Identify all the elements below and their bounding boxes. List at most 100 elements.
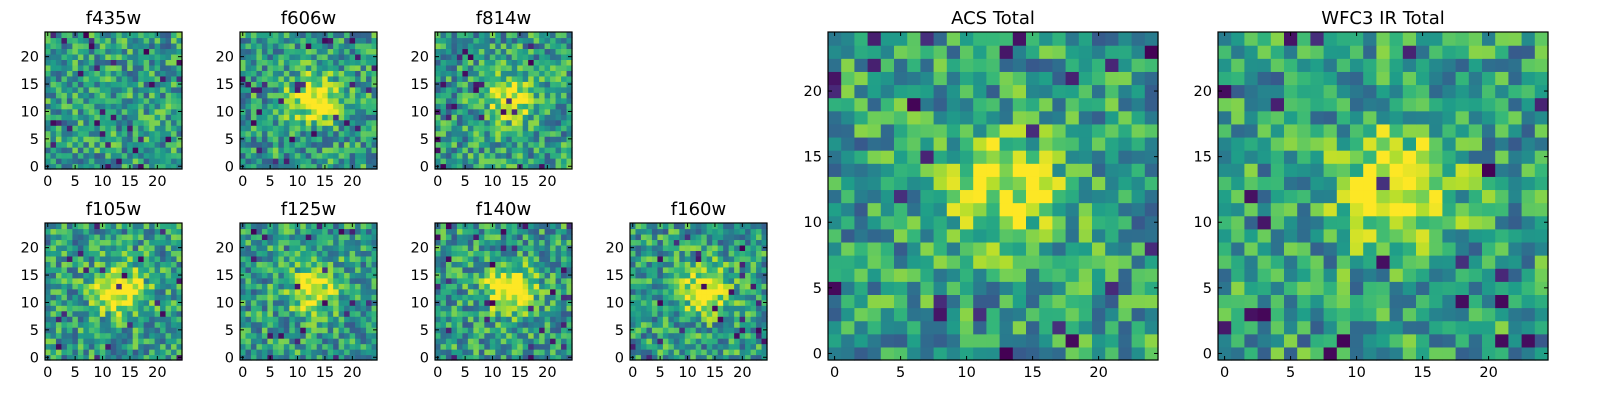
heatmap-cell — [561, 310, 568, 317]
heatmap-cell — [1052, 176, 1067, 191]
heatmap-cell — [489, 255, 496, 262]
x-tick-label: 5 — [656, 365, 665, 381]
heatmap-cell — [907, 241, 921, 256]
heatmap-cell — [165, 141, 172, 148]
heatmap-cell — [467, 310, 474, 317]
heatmap-cell — [267, 321, 274, 328]
heatmap-cell — [561, 163, 568, 170]
heatmap-cell — [311, 272, 318, 279]
heatmap-cell — [999, 294, 1014, 309]
heatmap-cell — [478, 250, 485, 257]
heatmap-cell — [45, 152, 52, 159]
heatmap-cell — [250, 305, 258, 312]
heatmap-cell — [66, 64, 73, 71]
y-tick-label: 10 — [21, 104, 39, 120]
heatmap-cell — [165, 239, 172, 246]
heatmap-cell — [907, 215, 921, 230]
heatmap-cell — [261, 321, 268, 328]
heatmap-cell — [999, 228, 1014, 243]
heatmap-cell — [360, 272, 367, 279]
heatmap-cell — [344, 152, 351, 159]
y-tick-label: 20 — [411, 241, 429, 257]
heatmap-cell — [473, 244, 480, 251]
heatmap-cell — [456, 283, 463, 290]
heatmap-cell — [511, 130, 518, 137]
heatmap-cell — [311, 261, 318, 268]
heatmap-cell — [55, 130, 63, 137]
heatmap-cell — [261, 316, 268, 323]
heatmap-cell — [828, 176, 842, 191]
heatmap-cell — [250, 103, 258, 110]
heatmap-cell — [1131, 281, 1146, 295]
heatmap-cell — [517, 244, 524, 251]
heatmap-cell — [690, 255, 697, 262]
heatmap-cell — [1065, 307, 1080, 322]
heatmap-cell — [99, 42, 106, 50]
heatmap-cell — [61, 349, 68, 356]
heatmap-cell — [739, 305, 746, 312]
heatmap-cell — [489, 244, 496, 251]
heatmap-cell — [528, 130, 535, 137]
heatmap-cell — [66, 250, 73, 257]
heatmap-cell — [121, 53, 128, 60]
heatmap-cell — [143, 136, 150, 143]
heatmap-cell — [116, 338, 123, 345]
heatmap-cell — [127, 64, 134, 71]
heatmap-cell — [165, 81, 172, 88]
heatmap-cell — [83, 233, 90, 241]
heatmap-cell — [555, 299, 562, 306]
heatmap-cell — [300, 228, 307, 235]
heatmap-cell — [105, 272, 112, 279]
heatmap-cell — [635, 321, 642, 328]
heatmap-cell — [566, 228, 573, 235]
heatmap-cell — [657, 288, 664, 295]
heatmap-cell — [300, 239, 307, 246]
heatmap-cell — [651, 261, 658, 268]
heatmap-cell — [55, 244, 63, 251]
heatmap-cell — [154, 255, 161, 262]
heatmap-cell — [110, 321, 117, 328]
heatmap-cell — [50, 86, 57, 93]
heatmap-cell — [355, 53, 362, 60]
heatmap-cell — [50, 299, 57, 306]
heatmap-cell — [484, 141, 491, 148]
heatmap-cell — [555, 305, 562, 312]
heatmap-cell — [500, 103, 507, 110]
heatmap-cell — [555, 321, 562, 328]
panel-title: f814w — [476, 8, 531, 29]
heatmap-cell — [154, 75, 161, 82]
heatmap-cells — [45, 32, 183, 170]
heatmap-cell — [555, 141, 562, 148]
heatmap-cell — [256, 97, 263, 104]
heatmap-cell — [322, 125, 329, 132]
heatmap-cell — [695, 223, 702, 230]
heatmap-cell — [278, 266, 285, 273]
heatmap-cell — [344, 163, 351, 170]
heatmap-cell — [544, 75, 551, 82]
heatmap-cell — [55, 255, 63, 262]
heatmap-cell — [333, 103, 340, 110]
heatmap-cell — [83, 332, 90, 339]
heatmap-cell — [72, 158, 79, 165]
heatmap-cell — [250, 277, 258, 284]
heatmap-cell — [511, 266, 518, 273]
heatmap-cell — [294, 92, 301, 99]
heatmap-cell — [646, 233, 653, 241]
heatmap-cell — [66, 338, 73, 345]
heatmap-cell — [662, 294, 669, 301]
heatmap-cell — [99, 114, 106, 121]
heatmap-cell — [45, 277, 52, 284]
heatmap-cell — [478, 283, 485, 290]
heatmap-cell — [371, 75, 378, 82]
heatmap-cell — [289, 223, 296, 230]
heatmap-cell — [522, 136, 529, 143]
heatmap-cell — [640, 228, 648, 235]
heatmap-cell — [61, 64, 68, 71]
heatmap-cell — [561, 37, 568, 44]
heatmap-cell — [500, 42, 507, 50]
heatmap-cell — [695, 327, 702, 334]
heatmap-cell — [61, 130, 68, 137]
heatmap-cell — [495, 288, 502, 295]
heatmap-cell — [478, 42, 485, 50]
heatmap-cell — [657, 316, 664, 323]
